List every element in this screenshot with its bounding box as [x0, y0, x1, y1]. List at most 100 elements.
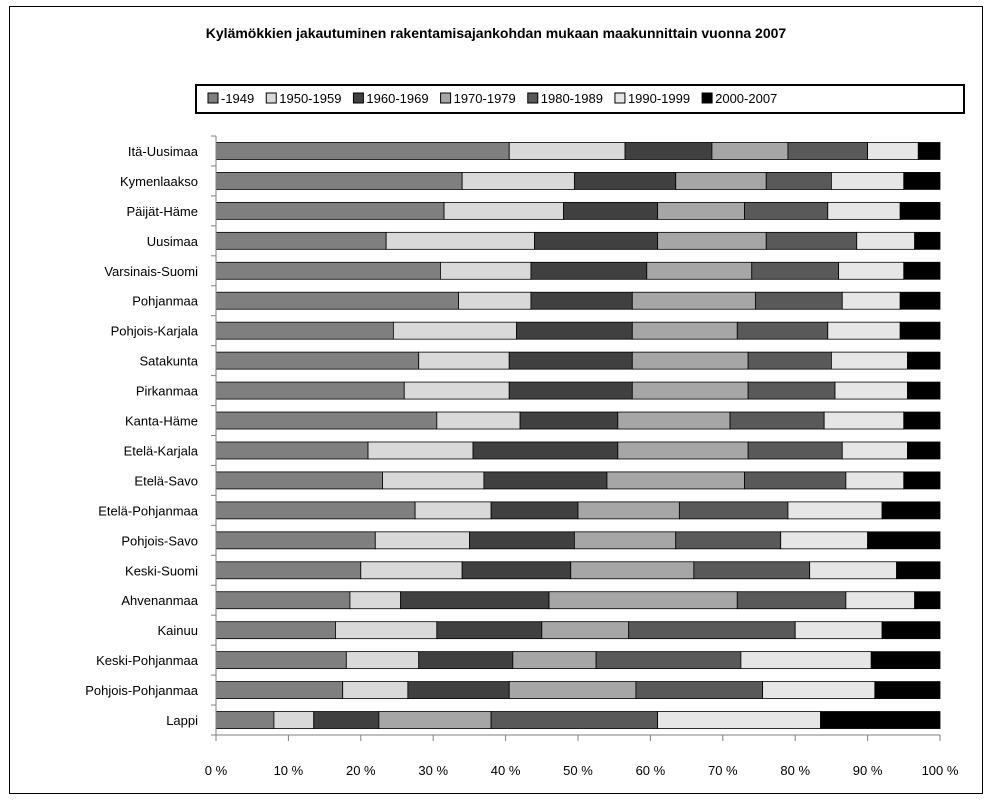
bar-segment: [729, 411, 825, 430]
category-label: Keski-Suomi: [125, 563, 198, 578]
bar-segment: [508, 381, 633, 400]
bar-segment: [747, 381, 836, 400]
bar-segment: [215, 711, 275, 729]
bar-segment: [573, 172, 677, 190]
x-tick-label: 40 %: [491, 763, 521, 778]
bar-segment: [765, 172, 832, 190]
bar-segment: [903, 261, 941, 280]
x-tick-label: 0 %: [205, 763, 228, 778]
bar-segment: [458, 291, 532, 310]
bar-segment: [809, 561, 897, 580]
bar-segment: [215, 142, 510, 160]
legend-label: -1949: [221, 91, 254, 106]
category-label: Pohjois-Karjala: [111, 324, 199, 339]
bar-segment: [907, 351, 941, 370]
bar-segment: [215, 261, 441, 280]
bar-segment: [335, 621, 438, 640]
bar-segment: [631, 351, 749, 370]
bar-segment: [787, 501, 883, 520]
legend-swatch: [207, 92, 219, 104]
bar-segment: [215, 471, 383, 490]
bar-segment: [820, 711, 941, 729]
category-label: Etelä-Pohjanmaa: [98, 503, 198, 518]
category-label: Pirkanmaa: [136, 384, 199, 399]
bar-segment: [530, 291, 633, 310]
bar-segment: [787, 142, 869, 160]
bar-segment: [751, 261, 840, 280]
category-label: Uusimaa: [147, 234, 199, 249]
bar-segment: [563, 201, 659, 220]
bar-segment: [215, 681, 344, 699]
bar-segment: [215, 501, 416, 520]
bar-segment: [215, 621, 336, 640]
bar-segment: [392, 321, 517, 340]
bar-segment: [490, 711, 659, 729]
x-tick-label: 80 %: [780, 763, 810, 778]
bar-segment: [635, 681, 764, 699]
bar-segment: [215, 411, 438, 430]
category-label: Pohjois-Pohjanmaa: [85, 683, 199, 698]
bar-segment: [483, 471, 608, 490]
bar-segment: [675, 172, 767, 190]
bar-segment: [903, 172, 941, 190]
bar-segment: [827, 321, 901, 340]
bar-segment: [573, 531, 677, 550]
legend-label: 1960-1969: [366, 91, 428, 106]
bar-segment: [874, 681, 941, 699]
bar-segment: [595, 651, 742, 670]
bar-segment: [215, 531, 376, 550]
legend: -1949 1950-1959 1960-1969 1970-1979 1980-198…: [195, 84, 965, 114]
bar-segment: [508, 142, 626, 160]
bar-segment: [407, 681, 510, 699]
bar-segment: [823, 411, 905, 430]
y-axis: Itä-Uusimaa Kymenlaakso Päijät-Häme Uusimaa…: [85, 135, 217, 736]
bar-segment: [914, 591, 941, 610]
legend-swatch: [527, 92, 539, 104]
bar-segment: [519, 411, 619, 430]
bar-segment: [899, 321, 941, 340]
bar-segment: [657, 231, 767, 250]
bar-segment: [856, 231, 916, 250]
legend-label: 1970-1979: [454, 91, 516, 106]
category-label: Pohjanmaa: [132, 294, 199, 309]
legend-swatch: [352, 92, 364, 104]
bar-segment: [215, 381, 405, 400]
legend-label: 1950-1959: [279, 91, 341, 106]
bar-segment: [765, 231, 858, 250]
bar-segment: [675, 531, 782, 550]
bar-segment: [903, 411, 941, 430]
x-tick-label: 100 %: [922, 763, 959, 778]
bar-segment: [215, 231, 387, 250]
category-label: Ahvenanmaa: [121, 593, 198, 608]
category-label: Lappi: [166, 713, 198, 728]
bar-segment: [349, 591, 402, 610]
bar-segment: [867, 142, 919, 160]
x-tick-label: 60 %: [636, 763, 666, 778]
bar-segment: [617, 441, 749, 460]
legend-swatch: [614, 92, 626, 104]
category-label: Pohjois-Savo: [121, 533, 198, 548]
bar-segment: [870, 651, 941, 670]
bar-segment: [273, 711, 315, 729]
bar-segment: [414, 501, 492, 520]
bar-segment: [881, 621, 941, 640]
bar-segment: [508, 681, 637, 699]
bar-segment: [657, 201, 745, 220]
bar-segment: [490, 501, 579, 520]
x-axis: 0 % 10 % 20 % 30 % 40 % 50 % 60 % 70 % 80 % 90 % 1…: [205, 734, 959, 778]
bar-segment: [400, 591, 550, 610]
bar-segment: [617, 411, 731, 430]
category-label: Päijät-Häme: [126, 204, 198, 219]
bar-segment: [508, 351, 633, 370]
bar-segment: [827, 201, 901, 220]
bar-segment: [744, 201, 829, 220]
bar-segment: [794, 621, 883, 640]
bar-segment: [678, 501, 789, 520]
bar-segment: [530, 261, 648, 280]
bar-segment: [345, 651, 420, 670]
bar-segment: [899, 201, 941, 220]
bar-segment: [845, 471, 905, 490]
category-label: Etelä-Savo: [134, 473, 198, 488]
x-tick-label: 10 %: [274, 763, 304, 778]
legend-box: [195, 84, 965, 114]
